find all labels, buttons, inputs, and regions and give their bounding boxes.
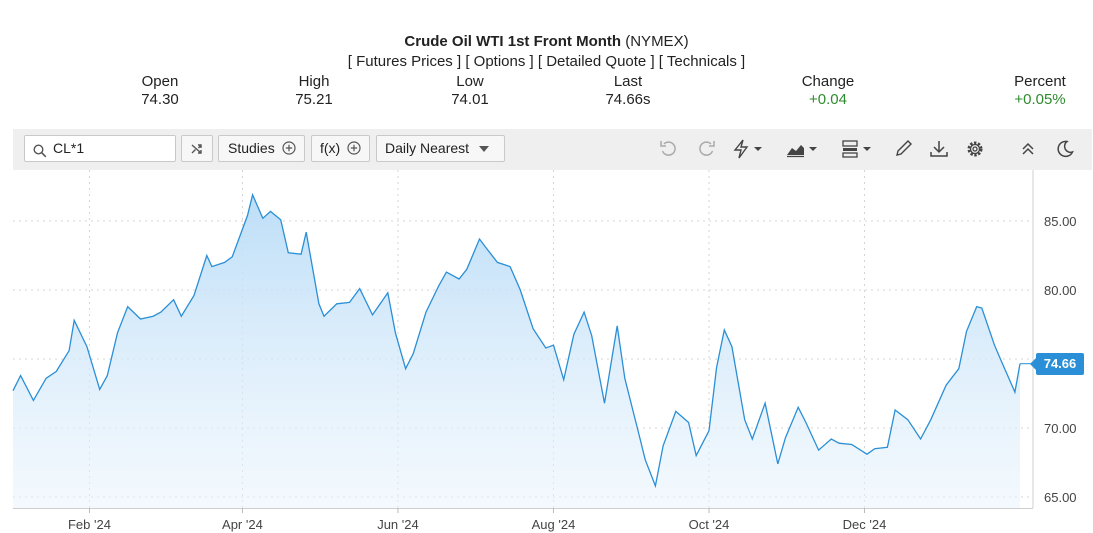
quote-percent: Percent +0.05% — [1002, 73, 1078, 109]
collapse-icon[interactable] — [1017, 139, 1039, 159]
last-value: 74.66s — [605, 91, 651, 108]
undo-icon[interactable] — [658, 139, 680, 159]
y-tick-label: 65.00 — [1044, 490, 1077, 505]
link-options[interactable]: [ Options ] — [465, 53, 534, 70]
percent-label: Percent — [1014, 73, 1066, 90]
instrument-title: Crude Oil WTI 1st Front Month (NYMEX) — [0, 33, 1093, 51]
compare-button[interactable] — [181, 135, 213, 162]
shuffle-icon — [191, 144, 202, 154]
y-axis: 65.00 70.00 80.00 85.00 — [1044, 214, 1077, 505]
y-tick-label: 85.00 — [1044, 214, 1077, 229]
functions-button[interactable]: f(x) — [311, 135, 370, 162]
x-tick-label: Aug '24 — [532, 517, 576, 532]
quote-header: Crude Oil WTI 1st Front Month (NYMEX) [ … — [0, 33, 1093, 71]
change-value: +0.04 — [809, 91, 847, 108]
quote-last: Last 74.66s — [598, 73, 658, 109]
price-area — [13, 194, 1020, 509]
quote-high: High 75.21 — [284, 73, 344, 109]
search-icon — [33, 141, 47, 166]
instrument-name: Crude Oil WTI 1st Front Month — [404, 33, 622, 50]
x-tick-label: Oct '24 — [689, 517, 730, 532]
download-icon[interactable] — [928, 139, 950, 159]
symbol-search-input[interactable]: CL*1 — [24, 135, 176, 162]
link-futures-prices[interactable]: [ Futures Prices ] — [347, 53, 462, 70]
y-tick-label: 70.00 — [1044, 421, 1077, 436]
studies-button[interactable]: Studies — [218, 135, 305, 162]
low-label: Low — [456, 73, 484, 90]
quote-open: Open 74.30 — [130, 73, 190, 109]
high-value: 75.21 — [295, 91, 333, 108]
open-label: Open — [141, 73, 179, 90]
quote-summary: Open 74.30 High 75.21 Low 74.01 Last 74.… — [0, 73, 1093, 113]
gear-icon[interactable] — [964, 139, 986, 159]
price-line — [12, 192, 1021, 489]
lightning-menu-icon[interactable] — [731, 139, 769, 159]
y-tick-label: 80.00 — [1044, 283, 1077, 298]
link-detailed-quote[interactable]: [ Detailed Quote ] — [537, 53, 655, 70]
chart-toolbar: CL*1 Studies f(x) Daily Nearest — [13, 129, 1092, 170]
layout-icon[interactable] — [841, 139, 879, 159]
percent-value: +0.05% — [1014, 91, 1066, 108]
last-price-badge: 74.66 — [1030, 352, 1084, 375]
dark-mode-icon[interactable] — [1054, 139, 1076, 159]
x-tick-label: Apr '24 — [222, 517, 263, 532]
change-label: Change — [801, 73, 855, 90]
quote-change: Change +0.04 — [792, 73, 864, 109]
symbol-value: CL*1 — [53, 140, 85, 156]
exchange-name: (NYMEX) — [625, 33, 689, 50]
x-tick-label: Feb '24 — [68, 517, 111, 532]
interval-select[interactable]: Daily Nearest — [376, 135, 505, 162]
x-tick-label: Dec '24 — [843, 517, 887, 532]
x-axis: Feb '24 Apr '24 Jun '24 Aug '24 Oct '24 Dec '… — [68, 517, 886, 532]
quote-low: Low 74.01 — [440, 73, 500, 109]
high-label: High — [298, 73, 330, 90]
add-circle-icon — [281, 141, 296, 155]
quote-links: [ Futures Prices ] [ Options ] [ Detaile… — [0, 52, 1093, 71]
studies-label: Studies — [228, 140, 275, 156]
price-chart[interactable]: 65.00 70.00 80.00 85.00 Feb '24 Apr '24 Jun '… — [0, 170, 1093, 533]
functions-label: f(x) — [320, 140, 341, 156]
chart-type-icon[interactable] — [785, 139, 823, 159]
open-value: 74.30 — [141, 91, 179, 108]
add-circle-icon — [347, 141, 361, 155]
redo-icon[interactable] — [695, 139, 717, 159]
caret-down-icon — [478, 146, 489, 152]
pencil-icon[interactable] — [893, 139, 915, 159]
x-tick-label: Jun '24 — [377, 517, 419, 532]
low-value: 74.01 — [451, 91, 489, 108]
last-label: Last — [613, 73, 643, 90]
interval-label: Daily Nearest — [385, 140, 470, 156]
link-technicals[interactable]: [ Technicals ] — [658, 53, 746, 70]
